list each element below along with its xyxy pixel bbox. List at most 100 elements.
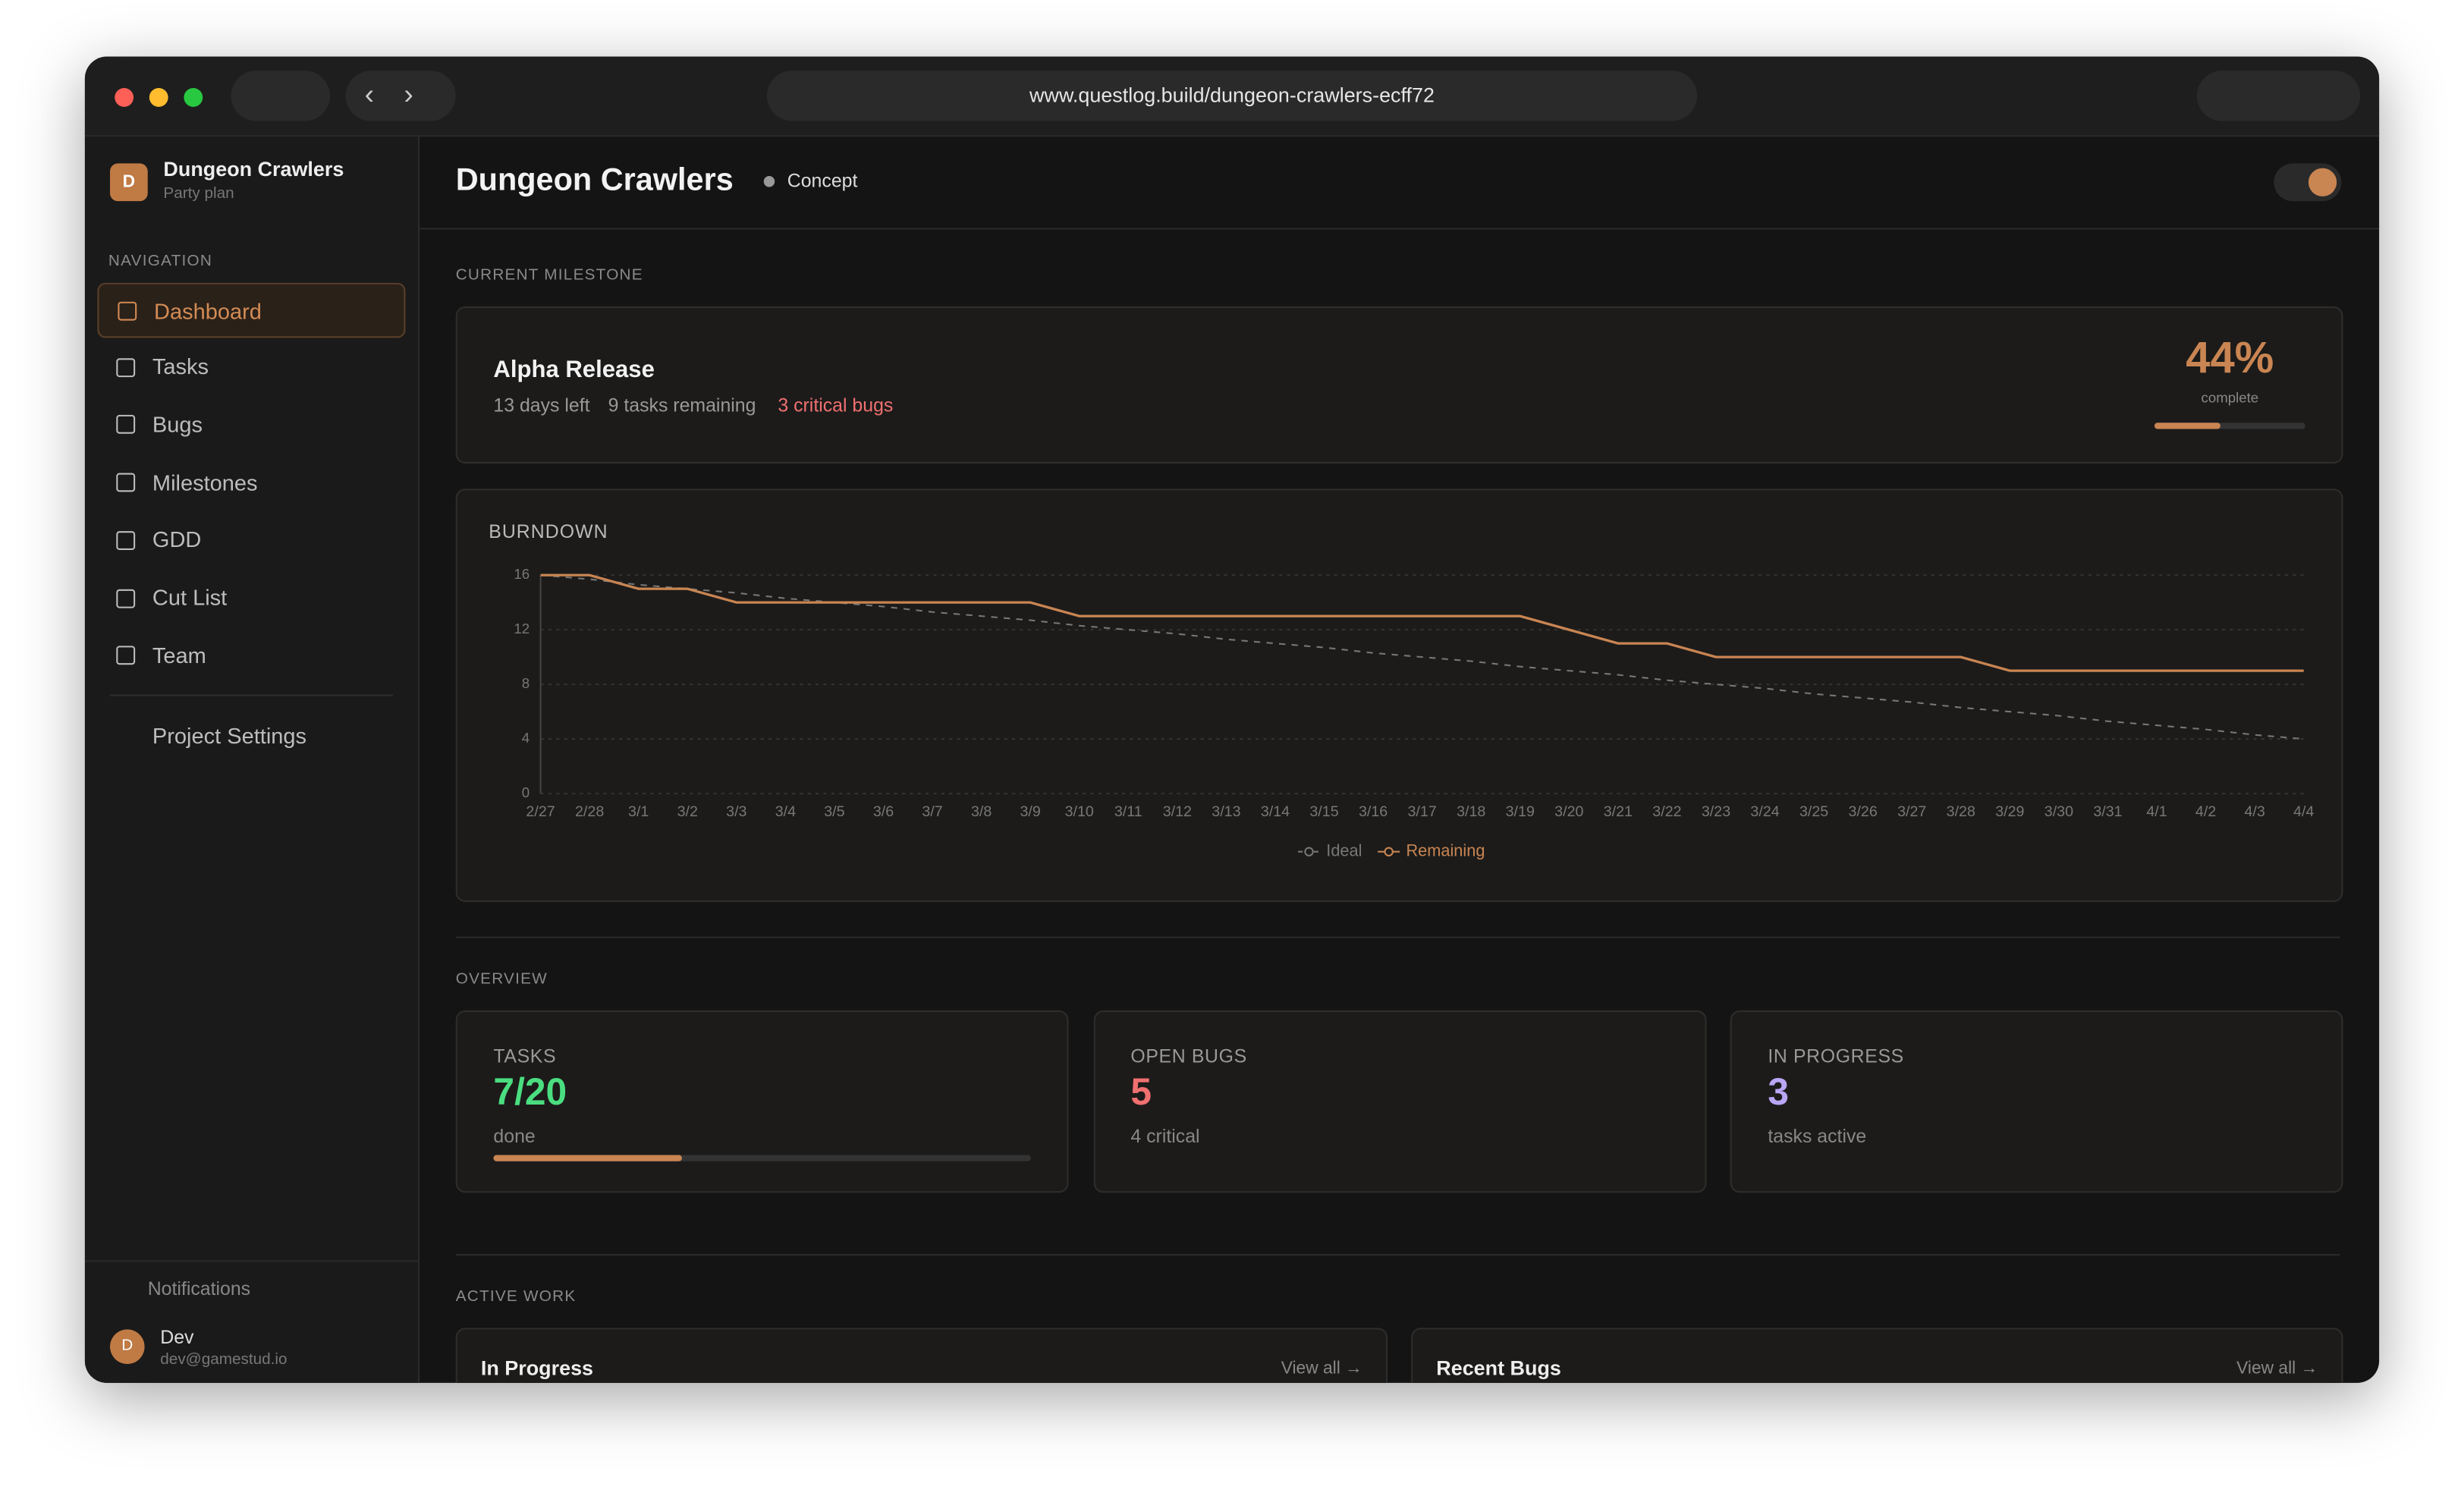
notifications[interactable]: Notifications bbox=[147, 1278, 251, 1300]
x-tick-label: 3/3 bbox=[726, 803, 746, 820]
nav-label: Bugs bbox=[152, 411, 203, 437]
header: Dungeon Crawlers Concept bbox=[420, 137, 2380, 230]
nav-label: Project Settings bbox=[152, 721, 307, 747]
nav-icon bbox=[116, 357, 136, 377]
x-tick-label: 3/29 bbox=[1995, 803, 2024, 820]
card-label: TASKS bbox=[493, 1045, 557, 1067]
nav-icon bbox=[116, 530, 136, 550]
status[interactable]: Concept bbox=[787, 169, 858, 192]
user-avatar: D bbox=[110, 1329, 145, 1365]
overview-card: OPEN BUGS 5 4 critical bbox=[1092, 1010, 1706, 1193]
complete-percent: 44% bbox=[2186, 333, 2274, 382]
sidebar: D Dungeon Crawlers Party plan NAVIGATION… bbox=[84, 137, 420, 1383]
url-bar[interactable]: www.questlog.build/dungeon-crawlers-ecff… bbox=[766, 71, 1698, 121]
nav-label: GDD bbox=[152, 526, 202, 552]
x-tick-label: 3/2 bbox=[677, 803, 698, 820]
divider bbox=[455, 1254, 2340, 1256]
x-tick-label: 3/16 bbox=[1359, 803, 1388, 820]
x-tick-label: 3/1 bbox=[628, 803, 649, 820]
panel: In Progress View all → bbox=[455, 1328, 1388, 1383]
milestone-name: Alpha Release bbox=[493, 357, 655, 384]
legend-label: Ideal bbox=[1326, 841, 1362, 860]
panel: Recent Bugs View all → bbox=[1411, 1328, 2343, 1383]
nav-label: Milestones bbox=[152, 469, 258, 495]
card-sub: tasks active bbox=[1768, 1125, 1867, 1148]
x-tick-label: 3/21 bbox=[1604, 803, 1633, 820]
x-tick-label: 3/28 bbox=[1947, 803, 1975, 820]
theme-toggle[interactable] bbox=[2274, 163, 2342, 202]
legend-marker bbox=[1304, 847, 1314, 856]
nav-icon bbox=[116, 588, 136, 608]
progress-bar bbox=[2154, 423, 2221, 429]
toolbar-actions[interactable] bbox=[2196, 71, 2361, 121]
x-tick-label: 3/6 bbox=[873, 803, 894, 820]
x-tick-label: 4/4 bbox=[2293, 803, 2314, 820]
panel-title: Recent Bugs bbox=[1436, 1356, 1561, 1380]
x-tick-label: 2/28 bbox=[575, 803, 604, 820]
nav-item[interactable]: Project Settings bbox=[97, 709, 402, 760]
nav-heading: NAVIGATION bbox=[108, 253, 213, 271]
card-label: OPEN BUGS bbox=[1130, 1045, 1247, 1067]
divider bbox=[110, 694, 393, 696]
card-value: 7/20 bbox=[493, 1071, 567, 1114]
complete-text: complete bbox=[2201, 389, 2259, 406]
card-sub: done bbox=[493, 1125, 536, 1148]
view-all[interactable]: View all → bbox=[2236, 1359, 2318, 1378]
x-tick-label: 4/3 bbox=[2244, 803, 2264, 820]
progress-track bbox=[493, 1155, 1031, 1161]
y-tick-label: 4 bbox=[522, 730, 530, 746]
nav-item[interactable]: Cut List bbox=[97, 571, 402, 623]
section-heading: CURRENT MILESTONE bbox=[455, 267, 643, 284]
panel-title: In Progress bbox=[480, 1356, 594, 1380]
page-title: Dungeon Crawlers bbox=[455, 163, 734, 199]
nav-icon bbox=[116, 646, 136, 665]
y-tick-label: 0 bbox=[522, 784, 530, 800]
nav-item[interactable]: Bugs bbox=[97, 398, 402, 450]
nav-label: Cut List bbox=[152, 584, 228, 610]
nav-item[interactable]: Dashboard bbox=[97, 282, 406, 338]
nav-item[interactable]: Milestones bbox=[97, 456, 402, 508]
x-tick-label: 3/13 bbox=[1212, 803, 1240, 820]
view-all[interactable]: View all → bbox=[1281, 1359, 1362, 1378]
nav-item[interactable]: Team bbox=[97, 629, 402, 680]
x-tick-label: 3/11 bbox=[1114, 803, 1142, 820]
minimize[interactable] bbox=[149, 88, 168, 107]
close[interactable] bbox=[115, 88, 134, 107]
status-dot bbox=[763, 176, 775, 187]
nav-icon bbox=[116, 415, 136, 435]
x-tick-label: 3/5 bbox=[824, 803, 844, 820]
browser-window: ‹ › www.questlog.build/dungeon-crawlers-… bbox=[84, 56, 2380, 1383]
user-name: Dev bbox=[160, 1326, 194, 1349]
x-tick-label: 3/18 bbox=[1457, 803, 1485, 820]
x-tick-label: 3/7 bbox=[922, 803, 942, 820]
nav-item[interactable]: Tasks bbox=[97, 341, 402, 392]
x-tick-label: 3/19 bbox=[1506, 803, 1535, 820]
project-plan: Party plan bbox=[163, 185, 234, 203]
nav-label: Team bbox=[152, 642, 206, 668]
card-value: 3 bbox=[1768, 1071, 1790, 1114]
legend-marker bbox=[1384, 847, 1394, 856]
burndown-chart: BURNDOWN 0 4 8 12 16 2/27 2/28 3/1 3/2 3/3 3/4 3/5 3… bbox=[489, 522, 2314, 860]
legend-label: Remaining bbox=[1406, 841, 1485, 860]
critical-bugs: 3 critical bugs bbox=[778, 394, 894, 416]
nav-buttons[interactable]: ‹ › bbox=[345, 71, 456, 121]
nav-icon bbox=[118, 301, 137, 321]
card-value: 5 bbox=[1130, 1071, 1152, 1114]
series-line bbox=[540, 574, 2304, 740]
section-heading: ACTIVE WORK bbox=[455, 1288, 577, 1306]
x-tick-label: 3/8 bbox=[971, 803, 992, 820]
x-tick-label: 3/15 bbox=[1309, 803, 1338, 820]
x-tick-label: 3/4 bbox=[775, 803, 796, 820]
sidebar-toggle[interactable] bbox=[231, 71, 331, 121]
progress-track bbox=[2154, 423, 2305, 429]
zoom[interactable] bbox=[184, 88, 203, 107]
x-tick-label: 3/26 bbox=[1849, 803, 1878, 820]
nav-item[interactable]: GDD bbox=[97, 514, 402, 565]
x-tick-label: 3/24 bbox=[1750, 803, 1779, 820]
tasks-remaining: 9 tasks remaining bbox=[608, 394, 756, 416]
section-heading: OVERVIEW bbox=[455, 971, 548, 988]
x-tick-label: 3/14 bbox=[1261, 803, 1290, 820]
toolbar: ‹ › www.questlog.build/dungeon-crawlers-… bbox=[84, 56, 2380, 137]
x-tick-label: 2/27 bbox=[526, 803, 555, 820]
x-tick-label: 3/31 bbox=[2093, 803, 2122, 820]
